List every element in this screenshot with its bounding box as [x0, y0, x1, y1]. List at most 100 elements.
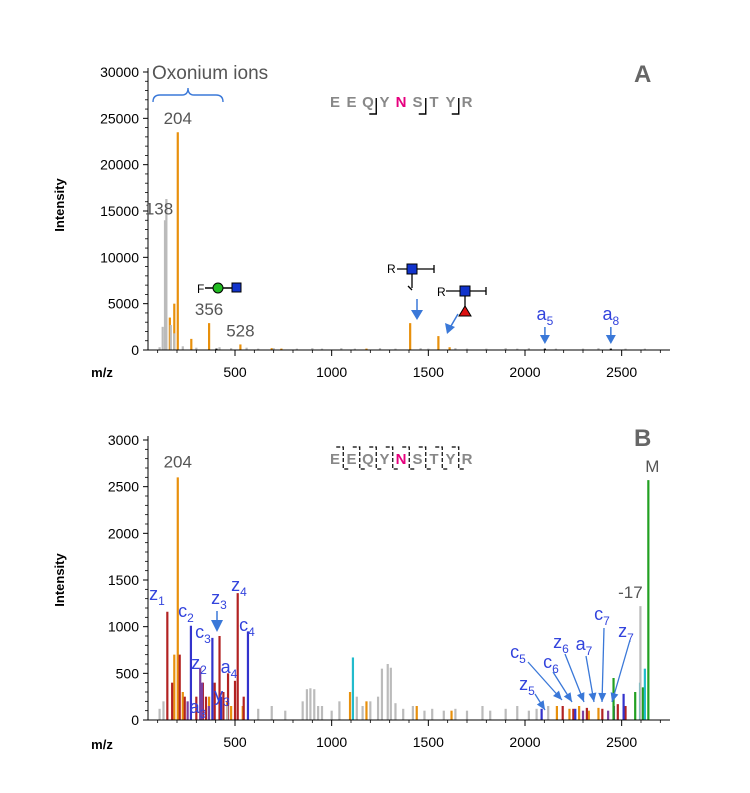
- y-tick-label: 1000: [108, 619, 139, 635]
- ion-letter: a: [537, 304, 548, 324]
- cleavage-marker: [418, 446, 433, 470]
- ion-index: 5: [547, 314, 554, 328]
- ion-label-c6: c6: [543, 652, 559, 676]
- sequence-residue: Y: [379, 94, 389, 111]
- arrow-icon: [445, 323, 455, 334]
- ion-index: 4: [248, 625, 255, 639]
- ion-index: 3: [204, 632, 211, 646]
- oxonium-bracket: [152, 87, 224, 103]
- ion-label-c5: c5: [510, 642, 526, 666]
- arrow-icon: [605, 335, 616, 344]
- cleavage-marker: [336, 446, 351, 470]
- panel-a-marks: [158, 132, 646, 350]
- ion-index: 7: [627, 631, 634, 645]
- cleavage-marker: [435, 446, 450, 470]
- cleavage-marker: [369, 98, 377, 115]
- ion-label-c7: c7: [594, 604, 610, 628]
- x-tick-label: 2500: [606, 364, 637, 380]
- ion-label-c4: c4: [239, 615, 255, 639]
- arrow-icon: [563, 692, 572, 702]
- peak-label: M: [645, 457, 659, 476]
- x-tick-label: 2000: [509, 364, 540, 380]
- sequence-residue: E: [346, 451, 356, 468]
- ion-label-z3: z3: [211, 588, 227, 612]
- hexose-circle-icon: [212, 282, 224, 294]
- sequence-residue: S: [412, 451, 422, 468]
- arrow-icon: [536, 700, 545, 710]
- glycan-icon-r-hexnac: R: [387, 262, 435, 291]
- arrow-icon: [211, 620, 223, 632]
- ion-index: 3: [200, 707, 207, 721]
- ion-index: 7: [586, 644, 593, 658]
- y-tick-label: 0: [131, 712, 139, 728]
- y-tick-label: 3000: [108, 432, 139, 448]
- ion-label-a7: a7: [576, 634, 593, 658]
- ion-index: 2: [187, 611, 194, 625]
- sequence-residue: Y: [445, 94, 455, 111]
- ion-label-a8: a8: [602, 304, 619, 328]
- x-tick-label: 500: [223, 364, 247, 380]
- svg-text:R: R: [387, 262, 396, 276]
- sequence-residue: R: [462, 94, 473, 111]
- arrow-icon: [611, 639, 631, 703]
- hexnac-square-icon: [231, 282, 242, 293]
- sequence-residue: E: [330, 451, 340, 468]
- ion-letter: c: [594, 604, 603, 624]
- x-tick-label: 2500: [606, 734, 637, 750]
- ion-label-z5: z5: [519, 674, 535, 698]
- sequence-residue: T: [429, 94, 438, 111]
- y-tick-label: 500: [116, 665, 140, 681]
- ion-label-c2: c2: [178, 601, 194, 625]
- ion-letter: a: [602, 304, 613, 324]
- glycan-icon-r-hexnac-fucose: R: [437, 285, 487, 317]
- ion-letter: c: [510, 642, 519, 662]
- ion-label-z2: z2: [191, 653, 207, 677]
- svg-text:R: R: [437, 285, 446, 299]
- sequence-residue: N: [396, 94, 407, 111]
- cleavage-marker: [402, 446, 417, 470]
- cleavage-marker: [385, 446, 400, 470]
- hexnac-square-icon: [459, 285, 471, 297]
- arrow-icon: [553, 690, 562, 700]
- sequence-residue: R: [462, 451, 473, 468]
- ion-letter: z: [519, 674, 528, 694]
- y-tick-label: 10000: [100, 249, 139, 265]
- panel-b-marks: [158, 477, 650, 720]
- panel-b: B Intensity m/z 050010001500200025003000…: [52, 425, 670, 752]
- peak-label: 528: [226, 321, 254, 340]
- y-tick-label: 2500: [108, 479, 139, 495]
- y-tick-label: 15000: [100, 203, 139, 219]
- ion-label-c3: c3: [195, 622, 211, 646]
- cleavage-marker: [418, 98, 427, 115]
- peak-label: -17: [618, 583, 643, 602]
- sequence-residue: N: [396, 451, 407, 468]
- cleavage-marker: [451, 446, 466, 470]
- ion-letter: c: [543, 652, 552, 672]
- arrow-icon: [450, 313, 459, 327]
- y-tick-label: 20000: [100, 157, 139, 173]
- arrow-icon: [411, 310, 423, 320]
- glycan-icon-fucose-hexose-hexnac: F: [197, 282, 242, 296]
- ion-letter: c: [178, 601, 187, 621]
- x-tick-label: 500: [223, 734, 247, 750]
- glycan-f-letter: F: [197, 282, 204, 296]
- x-tick-label: 1000: [316, 734, 347, 750]
- panel-a-axes: 0 5000 10000 15000 20000 25000 30000 500 1000 150…: [100, 64, 670, 380]
- ion-letter: c: [195, 622, 204, 642]
- ion-letter: a: [190, 697, 201, 717]
- panel-b-ylabel: Intensity: [52, 553, 67, 607]
- ion-letter: z: [553, 632, 562, 652]
- sequence-residue: Y: [379, 451, 389, 468]
- arrow-icon: [610, 692, 619, 702]
- ion-letter: y: [214, 685, 223, 705]
- peak-label: 138: [145, 199, 173, 218]
- y-tick-label: 0: [131, 342, 139, 358]
- panel-a: A Intensity m/z 0 5000 10000 15000 20000 2500…: [52, 61, 670, 380]
- ion-index: 5: [519, 652, 526, 666]
- ion-index: 7: [603, 614, 610, 628]
- ion-label-a3: a3: [190, 697, 207, 721]
- y-tick-label: 2000: [108, 525, 139, 541]
